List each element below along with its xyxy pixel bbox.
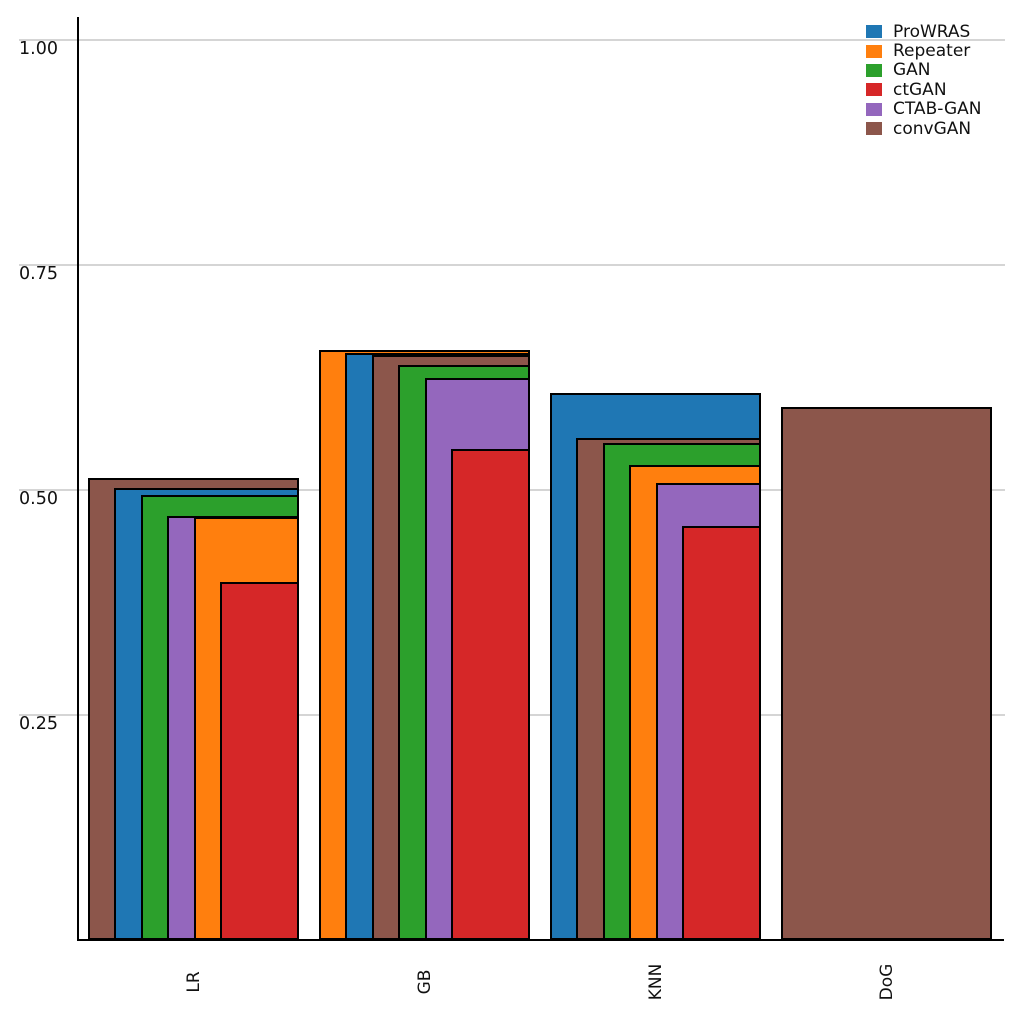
bar-ctGAN-GB [451, 448, 530, 940]
x-tick-label-knn: KNN [645, 963, 666, 1001]
y-tick-label-0.50: 0.50 [19, 489, 58, 509]
legend-label: convGAN [893, 118, 972, 139]
legend-label: GAN [893, 60, 931, 81]
x-tick-label-gb: GB [414, 969, 435, 995]
x-axis-spine [77, 939, 1004, 941]
repeater-swatch-icon [866, 44, 882, 58]
ctab-gan-swatch-icon [866, 102, 882, 116]
legend-item-ctgan: ctGAN [866, 79, 982, 100]
x-tick-label-dog: DoG [876, 963, 897, 1001]
y-tick-label-0.75: 0.75 [19, 264, 58, 284]
legend-label: ctGAN [893, 79, 947, 100]
gridline-1.00 [19, 39, 1005, 41]
gridline-0.75 [19, 264, 1005, 266]
convgan-swatch-icon [866, 122, 882, 136]
legend: ProWRAS Repeater GAN ctGAN CTAB-GAN conv… [866, 21, 982, 139]
legend-label: ProWRAS [893, 21, 971, 42]
legend-item-ctab-gan: CTAB-GAN [866, 99, 982, 120]
legend-label: Repeater [893, 41, 971, 62]
legend-item-convgan: convGAN [866, 118, 982, 139]
y-tick-label-0.25: 0.25 [19, 714, 58, 734]
gan-swatch-icon [866, 63, 882, 77]
ctgan-swatch-icon [866, 83, 882, 97]
bar-convGAN-DoG [781, 407, 992, 940]
legend-label: CTAB-GAN [893, 99, 982, 120]
legend-item-prowras: ProWRAS [866, 21, 982, 42]
bar-ctGAN-KNN [682, 526, 761, 940]
bar-ctGAN-LR [220, 581, 299, 940]
prowras-swatch-icon [866, 25, 882, 39]
y-tick-label-1.00: 1.00 [19, 39, 58, 59]
x-tick-label-lr: LR [183, 971, 204, 993]
legend-item-repeater: Repeater [866, 41, 982, 62]
legend-item-gan: GAN [866, 60, 982, 81]
y-axis-spine [77, 17, 79, 941]
